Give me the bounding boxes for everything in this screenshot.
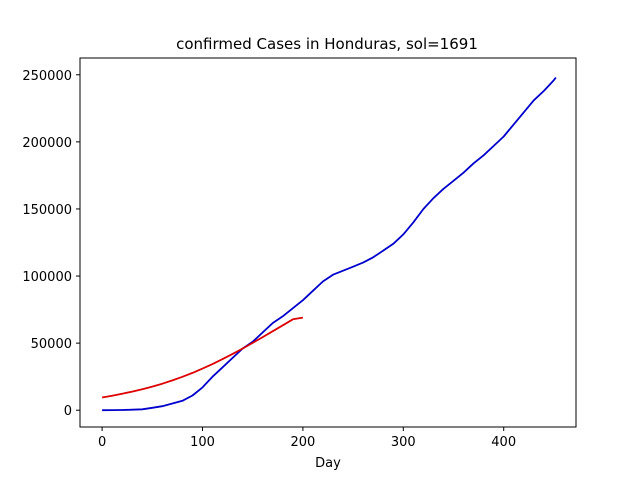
y-tick-label: 100000 [22, 270, 72, 285]
x-tick-label: 200 [290, 435, 315, 450]
y-tick-label: 200000 [22, 136, 72, 151]
series-line-1 [102, 76, 557, 412]
x-tick-label: 300 [391, 435, 416, 450]
x-axis-label: Day [315, 456, 341, 471]
y-axis: 0 50000 100000 150000 200000 250000 [22, 69, 80, 419]
plot-frame [79, 57, 577, 428]
chart-title: confirmed Cases in Honduras, sol=1691 [176, 35, 478, 53]
x-tick-label: 100 [190, 435, 215, 450]
x-axis: 0 100 200 300 400 [98, 427, 516, 450]
y-tick-label: 250000 [22, 69, 72, 84]
plot-area [101, 76, 557, 412]
y-tick-label: 0 [64, 404, 72, 419]
x-tick-label: 0 [98, 435, 106, 450]
series-line-2 [101, 316, 304, 399]
x-tick-label: 400 [491, 435, 516, 450]
y-tick-label: 150000 [22, 203, 72, 218]
y-tick-label: 50000 [31, 337, 72, 352]
